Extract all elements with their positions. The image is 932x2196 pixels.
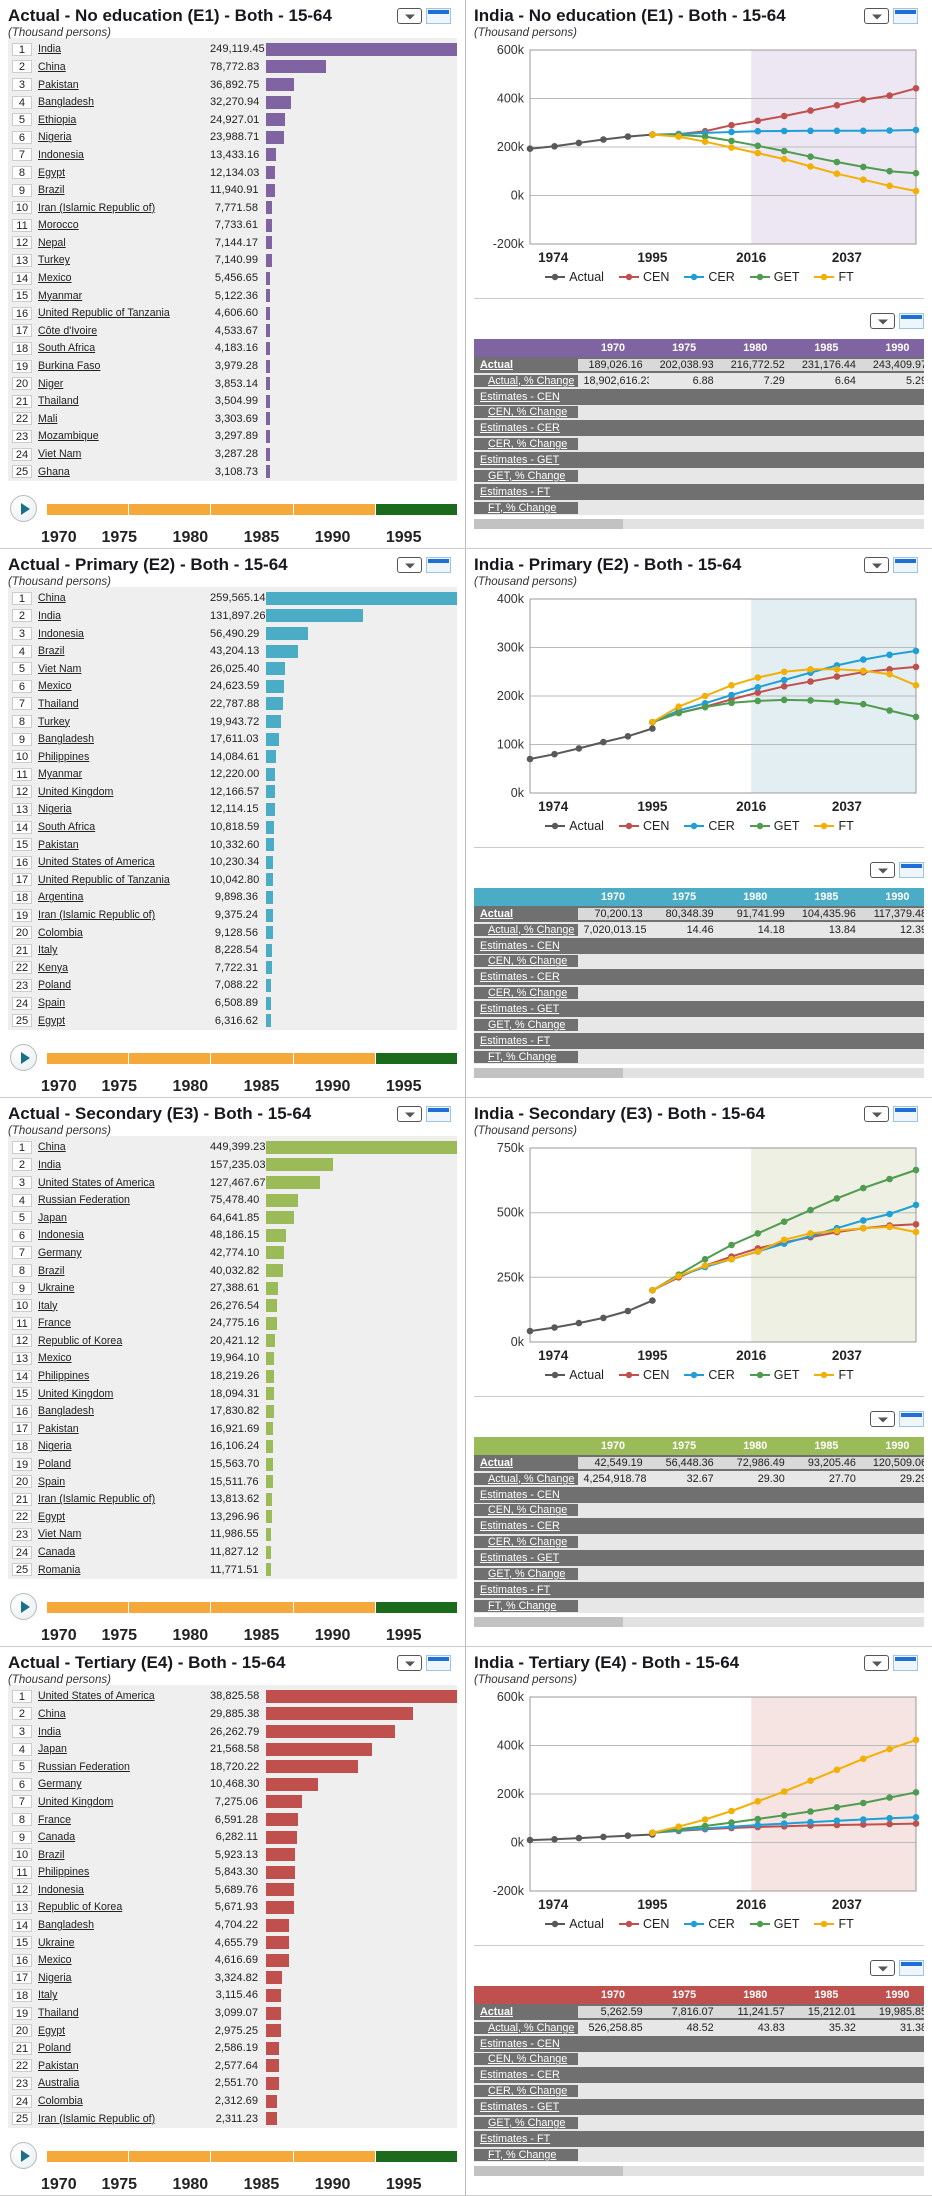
svg-text:2037: 2037 [832, 799, 862, 814]
svg-text:2016: 2016 [736, 1897, 767, 1912]
svg-text:2037: 2037 [832, 250, 862, 265]
svg-text:1974: 1974 [538, 250, 569, 265]
svg-text:1995: 1995 [637, 250, 668, 265]
svg-text:500k: 500k [497, 1206, 525, 1220]
svg-text:-200k: -200k [493, 237, 525, 251]
svg-text:2037: 2037 [832, 1897, 862, 1912]
svg-text:600k: 600k [497, 43, 525, 57]
svg-text:0k: 0k [511, 1836, 525, 1850]
svg-text:250k: 250k [497, 1270, 525, 1284]
svg-text:2037: 2037 [832, 1348, 862, 1363]
svg-text:0k: 0k [511, 1335, 525, 1349]
svg-text:400k: 400k [497, 92, 525, 106]
svg-text:600k: 600k [497, 1690, 525, 1704]
svg-text:200k: 200k [497, 140, 525, 154]
svg-text:-200k: -200k [493, 1884, 525, 1898]
svg-text:200k: 200k [497, 689, 525, 703]
svg-text:1995: 1995 [637, 1348, 668, 1363]
svg-text:750k: 750k [497, 1141, 525, 1155]
svg-text:1974: 1974 [538, 1348, 569, 1363]
svg-text:0k: 0k [511, 189, 525, 203]
svg-text:2016: 2016 [736, 250, 767, 265]
svg-text:400k: 400k [497, 592, 525, 606]
svg-text:100k: 100k [497, 738, 525, 752]
svg-text:1995: 1995 [637, 799, 668, 814]
svg-text:1995: 1995 [637, 1897, 668, 1912]
svg-text:300k: 300k [497, 641, 525, 655]
svg-text:1974: 1974 [538, 1897, 569, 1912]
svg-text:2016: 2016 [736, 799, 767, 814]
svg-text:200k: 200k [497, 1787, 525, 1801]
svg-text:0k: 0k [511, 786, 525, 800]
svg-text:1974: 1974 [538, 799, 569, 814]
svg-text:400k: 400k [497, 1739, 525, 1753]
svg-text:2016: 2016 [736, 1348, 767, 1363]
